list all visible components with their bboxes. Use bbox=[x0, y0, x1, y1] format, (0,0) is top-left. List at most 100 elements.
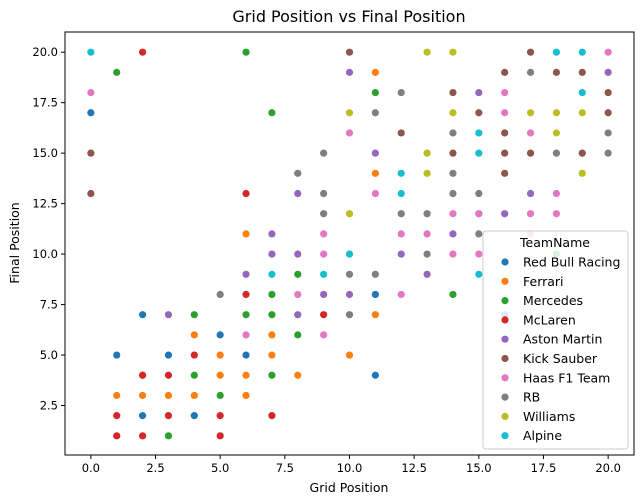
data-point bbox=[475, 210, 483, 218]
data-point bbox=[371, 311, 379, 319]
data-point bbox=[242, 48, 250, 56]
data-point bbox=[475, 230, 483, 238]
data-point bbox=[578, 169, 586, 177]
x-axis: 0.0 2.5 5.0 7.5 10.0 12.5 15.0 17.5 20.0 bbox=[82, 455, 621, 475]
data-point bbox=[320, 230, 328, 238]
data-point bbox=[268, 351, 276, 359]
data-point bbox=[113, 68, 121, 76]
data-point bbox=[475, 250, 483, 258]
data-point bbox=[320, 311, 328, 319]
data-point bbox=[604, 48, 612, 56]
data-point bbox=[320, 189, 328, 198]
data-point bbox=[604, 149, 612, 157]
y-tick-label: 12.5 bbox=[32, 197, 58, 211]
data-point bbox=[552, 109, 561, 117]
data-point bbox=[526, 48, 535, 56]
data-point bbox=[345, 109, 354, 117]
data-point bbox=[449, 129, 457, 137]
data-point bbox=[475, 88, 483, 97]
data-point bbox=[320, 270, 328, 278]
data-point bbox=[552, 189, 561, 198]
data-point bbox=[242, 371, 250, 379]
data-point bbox=[604, 129, 612, 137]
data-point bbox=[113, 432, 121, 440]
data-point bbox=[216, 412, 224, 420]
data-point bbox=[371, 68, 379, 76]
legend-label: Red Bull Racing bbox=[523, 255, 620, 270]
data-point bbox=[552, 48, 561, 56]
data-point bbox=[501, 169, 509, 177]
y-tick-label: 15.0 bbox=[32, 146, 58, 160]
data-point bbox=[294, 331, 302, 339]
data-point bbox=[501, 149, 509, 157]
data-point bbox=[578, 68, 586, 76]
data-point bbox=[604, 109, 612, 117]
data-point bbox=[397, 88, 405, 97]
data-point bbox=[578, 48, 586, 56]
x-tick-label: 2.5 bbox=[146, 461, 164, 475]
data-point bbox=[501, 88, 509, 97]
legend-label: Alpine bbox=[523, 428, 562, 443]
data-point bbox=[87, 88, 95, 97]
data-point bbox=[397, 210, 405, 218]
chart-title: Grid Position vs Final Position bbox=[232, 7, 465, 26]
y-tick-label: 10.0 bbox=[32, 247, 58, 261]
data-point bbox=[242, 351, 250, 359]
x-tick-label: 20.0 bbox=[595, 461, 621, 475]
legend-entries: Red Bull Racing Ferrari Mercedes McLaren Ast… bbox=[501, 255, 620, 443]
data-point bbox=[190, 331, 198, 339]
y-tick-label: 5.0 bbox=[40, 348, 58, 362]
data-point bbox=[397, 169, 405, 177]
data-point bbox=[578, 149, 586, 157]
data-point bbox=[190, 311, 198, 319]
data-point bbox=[268, 331, 276, 339]
data-point bbox=[345, 210, 354, 218]
data-point bbox=[449, 250, 457, 258]
data-point bbox=[371, 270, 379, 278]
legend-marker bbox=[501, 393, 509, 401]
data-point bbox=[190, 371, 198, 379]
data-point bbox=[397, 250, 405, 258]
y-tick-label: 20.0 bbox=[32, 45, 58, 59]
data-point bbox=[216, 432, 224, 440]
data-point bbox=[190, 391, 198, 400]
data-point bbox=[345, 290, 354, 299]
data-point bbox=[423, 230, 431, 238]
data-point bbox=[268, 412, 276, 420]
data-point bbox=[501, 129, 509, 137]
data-point bbox=[87, 149, 95, 157]
data-point bbox=[216, 351, 224, 359]
data-point bbox=[345, 351, 354, 359]
data-point bbox=[345, 68, 354, 76]
data-point bbox=[449, 210, 457, 218]
data-point bbox=[294, 371, 302, 379]
x-tick-label: 10.0 bbox=[337, 461, 363, 475]
data-point bbox=[475, 270, 483, 278]
legend-marker bbox=[501, 316, 509, 324]
data-point bbox=[345, 250, 354, 258]
data-point bbox=[345, 48, 354, 56]
data-point bbox=[138, 371, 147, 379]
legend-label: RB bbox=[523, 390, 540, 405]
data-point bbox=[164, 391, 173, 400]
data-point bbox=[164, 311, 173, 319]
data-point bbox=[216, 391, 224, 400]
data-point bbox=[449, 189, 457, 198]
data-point bbox=[449, 149, 457, 157]
legend: TeamName Red Bull Racing Ferrari Mercedes M… bbox=[482, 230, 629, 450]
data-point bbox=[449, 290, 457, 299]
data-point bbox=[345, 270, 354, 278]
data-point bbox=[242, 331, 250, 339]
data-point bbox=[423, 169, 431, 177]
data-point bbox=[113, 391, 121, 400]
x-tick-label: 0.0 bbox=[82, 461, 100, 475]
data-point bbox=[604, 68, 612, 76]
data-point bbox=[475, 149, 483, 157]
data-point bbox=[164, 371, 173, 379]
data-point bbox=[526, 149, 535, 157]
legend-box bbox=[482, 230, 629, 450]
data-point bbox=[164, 432, 173, 440]
data-point bbox=[423, 270, 431, 278]
y-axis: 2.5 5.0 7.5 10.0 12.5 15.0 17.5 20.0 bbox=[32, 45, 65, 413]
data-point bbox=[87, 189, 95, 198]
